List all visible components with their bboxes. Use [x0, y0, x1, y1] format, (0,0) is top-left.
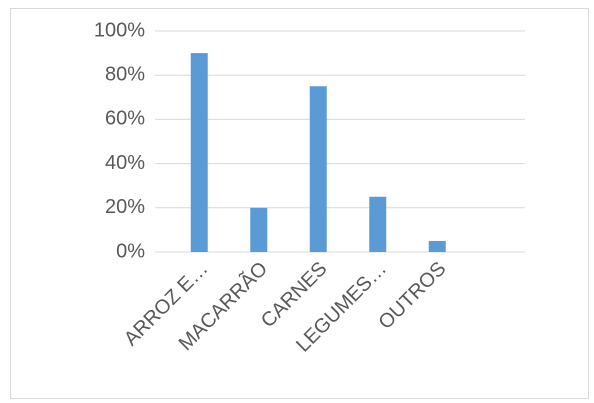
bar: [369, 196, 387, 252]
bar: [428, 240, 446, 252]
y-tick-label: 80%: [105, 63, 145, 85]
chart-border: [10, 8, 589, 399]
bar: [250, 207, 268, 252]
bar: [309, 86, 327, 252]
y-tick-label: 40%: [105, 152, 145, 174]
y-tick-label: 60%: [105, 108, 145, 130]
bar: [190, 53, 208, 252]
y-tick-label: 0%: [116, 240, 145, 262]
y-tick-label: 20%: [105, 196, 145, 218]
y-tick-label: 100%: [94, 19, 145, 41]
